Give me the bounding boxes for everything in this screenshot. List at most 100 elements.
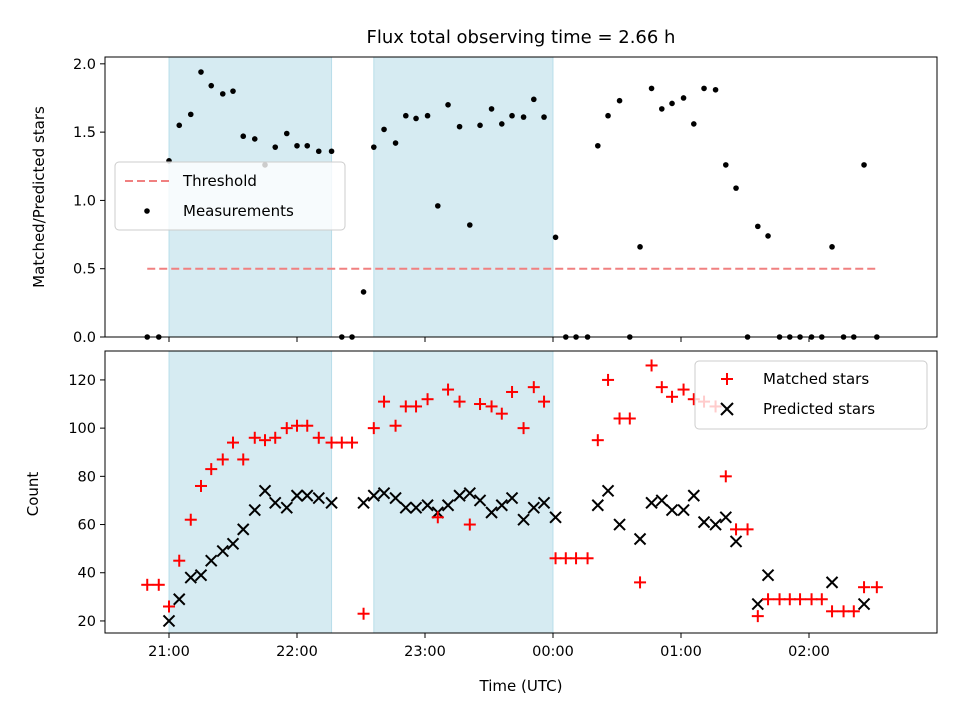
x-tick-label: 02:00 <box>788 644 830 660</box>
measurement-point <box>723 162 729 168</box>
matched-stars-point <box>805 593 818 606</box>
predicted-stars-point <box>549 511 562 524</box>
matched-stars-point <box>559 552 572 565</box>
bottom-plot-frame <box>104 350 938 634</box>
bottom-x-axis-ticks: 21:00 22:00 23:00 00:00 01:00 02:00 <box>148 633 830 660</box>
measurement-point <box>733 185 739 191</box>
x-tick-label: 01:00 <box>660 644 702 660</box>
bottom-y-axis-ticks: 20 40 60 80 100 120 <box>68 373 105 630</box>
predicted-stars-point <box>665 503 679 517</box>
y-tick-label: 80 <box>78 469 96 485</box>
top-plot-frame <box>104 56 938 338</box>
predicted-stars-point <box>751 597 765 611</box>
measurement-point <box>669 100 675 107</box>
matched-stars-point <box>399 400 412 413</box>
measurement-point <box>595 142 601 149</box>
x-tick-label: 00:00 <box>532 644 574 660</box>
x-axis-label: Time (UTC) <box>479 677 563 695</box>
matched-stars-point <box>527 381 540 394</box>
count-points <box>141 359 883 628</box>
measurement-point <box>659 106 665 112</box>
measurement-point <box>605 112 611 119</box>
measurement-point <box>712 86 719 93</box>
predicted-stars-point <box>258 484 272 498</box>
matched-stars-point <box>741 523 754 536</box>
matched-stars-point <box>141 578 154 591</box>
matched-stars-point <box>216 453 229 466</box>
top-panel: 0.00.51.01.52.0 Matched/Predicted stars … <box>30 56 938 346</box>
measurement-point <box>294 142 300 149</box>
matched-stars-point <box>858 581 871 594</box>
predicted-stars-point <box>389 491 402 505</box>
matched-stars-point <box>301 419 314 432</box>
predicted-stars-point <box>677 503 690 517</box>
matched-stars-point <box>421 393 434 406</box>
predicted-stars-point <box>184 571 197 584</box>
legend-matched-swatch <box>721 373 733 385</box>
matched-stars-point <box>506 385 519 398</box>
matched-stars-point <box>237 453 250 466</box>
measurement-point <box>315 148 322 155</box>
predicted-stars-point <box>517 513 530 526</box>
measurement-point <box>251 136 258 142</box>
predicted-stars-point <box>655 494 669 507</box>
top-y-axis-ticks: 0.0 0.5 1.0 1.5 2.0 <box>73 57 105 346</box>
legend-measurements-swatch <box>144 208 150 214</box>
predicted-stars-point <box>399 501 413 514</box>
matched-stars-point <box>325 436 338 449</box>
matched-stars-point <box>719 470 732 483</box>
matched-stars-point <box>291 419 303 432</box>
matched-stars-point <box>367 422 380 435</box>
x-tick-label: 22:00 <box>276 644 318 660</box>
measurement-point <box>477 122 483 129</box>
matched-stars-point <box>485 400 498 413</box>
matched-stars-point <box>346 436 359 449</box>
measurement-point <box>371 144 377 150</box>
measurement-point <box>328 148 335 155</box>
matched-stars-point <box>623 412 636 425</box>
measurement-point <box>208 82 215 89</box>
measurement-point <box>829 244 835 250</box>
predicted-stars-point <box>248 503 261 517</box>
matched-stars-point <box>847 605 860 618</box>
matched-stars-point <box>389 419 402 432</box>
predicted-stars-point <box>357 496 370 510</box>
matched-stars-point <box>312 431 325 444</box>
matched-stars-point <box>195 479 207 492</box>
matched-stars-point <box>591 434 604 447</box>
measurement-point <box>637 244 643 250</box>
y-tick-label: 20 <box>78 614 96 630</box>
observation-span <box>168 350 333 634</box>
matched-stars-point <box>431 511 444 524</box>
matched-stars-point <box>173 554 186 567</box>
measurement-point <box>616 97 623 104</box>
predicted-stars-point <box>367 489 381 502</box>
predicted-stars-point <box>226 537 240 551</box>
matched-stars-point <box>453 395 466 408</box>
predicted-stars-point <box>421 499 434 512</box>
measurement-point <box>765 233 771 239</box>
legend-predicted-label: Predicted stars <box>763 400 875 418</box>
matched-stars-point <box>184 513 197 526</box>
predicted-stars-point <box>173 593 186 606</box>
predicted-stars-point <box>162 614 176 628</box>
predicted-stars-point <box>441 499 455 512</box>
matched-stars-point <box>870 581 883 594</box>
predicted-stars-point <box>269 496 282 510</box>
measurement-point <box>520 114 527 120</box>
matched-stars-point <box>495 407 508 420</box>
matched-stars-point <box>602 373 615 386</box>
predicted-stars-point <box>505 491 519 505</box>
predicted-stars-point <box>527 501 541 514</box>
matched-stars-point <box>613 412 626 425</box>
matched-stars-point <box>773 593 786 606</box>
measurement-point <box>499 121 505 127</box>
predicted-stars-point <box>216 544 229 558</box>
measurement-point <box>381 126 387 133</box>
measurement-point <box>435 203 441 209</box>
measurement-point <box>187 111 194 118</box>
measurement-point <box>424 112 431 119</box>
matched-stars-point <box>357 607 370 620</box>
predicted-stars-point <box>591 499 605 512</box>
predicted-stars-point <box>205 554 218 567</box>
